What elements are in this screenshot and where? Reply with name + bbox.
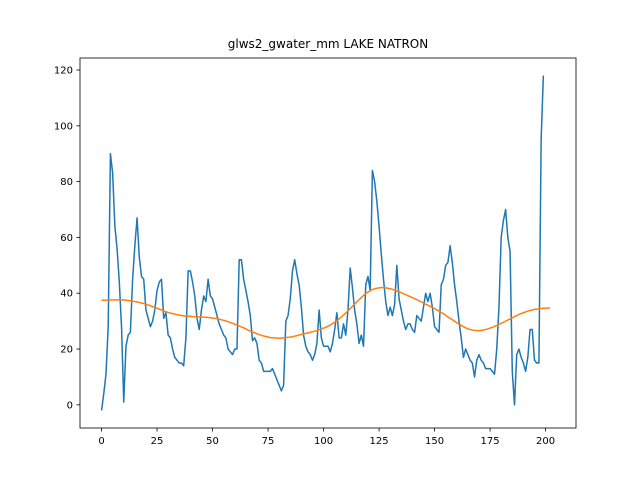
y-tick-label: 80: [60, 177, 73, 188]
x-tick-label: 200: [536, 436, 555, 447]
y-tick-label: 120: [54, 65, 73, 76]
x-tick-label: 150: [425, 436, 444, 447]
x-tick-label: 25: [151, 436, 164, 447]
y-tick-label: 100: [54, 121, 73, 132]
y-tick-label: 0: [67, 400, 73, 411]
x-tick-label: 175: [481, 436, 500, 447]
axes-frame: [79, 57, 577, 429]
y-tick-label: 40: [60, 289, 73, 300]
x-tick-label: 125: [370, 436, 389, 447]
plot-area: [100, 75, 551, 411]
x-tick-label: 0: [98, 436, 104, 447]
x-tick-label: 100: [314, 436, 333, 447]
y-axis: 0 20 40 60 80 100 120: [54, 65, 80, 411]
chart-title: glws2_gwater_mm LAKE NATRON: [228, 37, 428, 51]
x-tick-label: 50: [206, 436, 219, 447]
y-tick-label: 20: [60, 345, 73, 356]
series-line-1: [100, 75, 545, 411]
series-line-2: [101, 286, 551, 339]
y-tick-label: 60: [60, 233, 73, 244]
x-tick-label: 75: [262, 436, 275, 447]
x-axis: 0 25 50 75 100 125 150 175 200: [98, 428, 555, 447]
